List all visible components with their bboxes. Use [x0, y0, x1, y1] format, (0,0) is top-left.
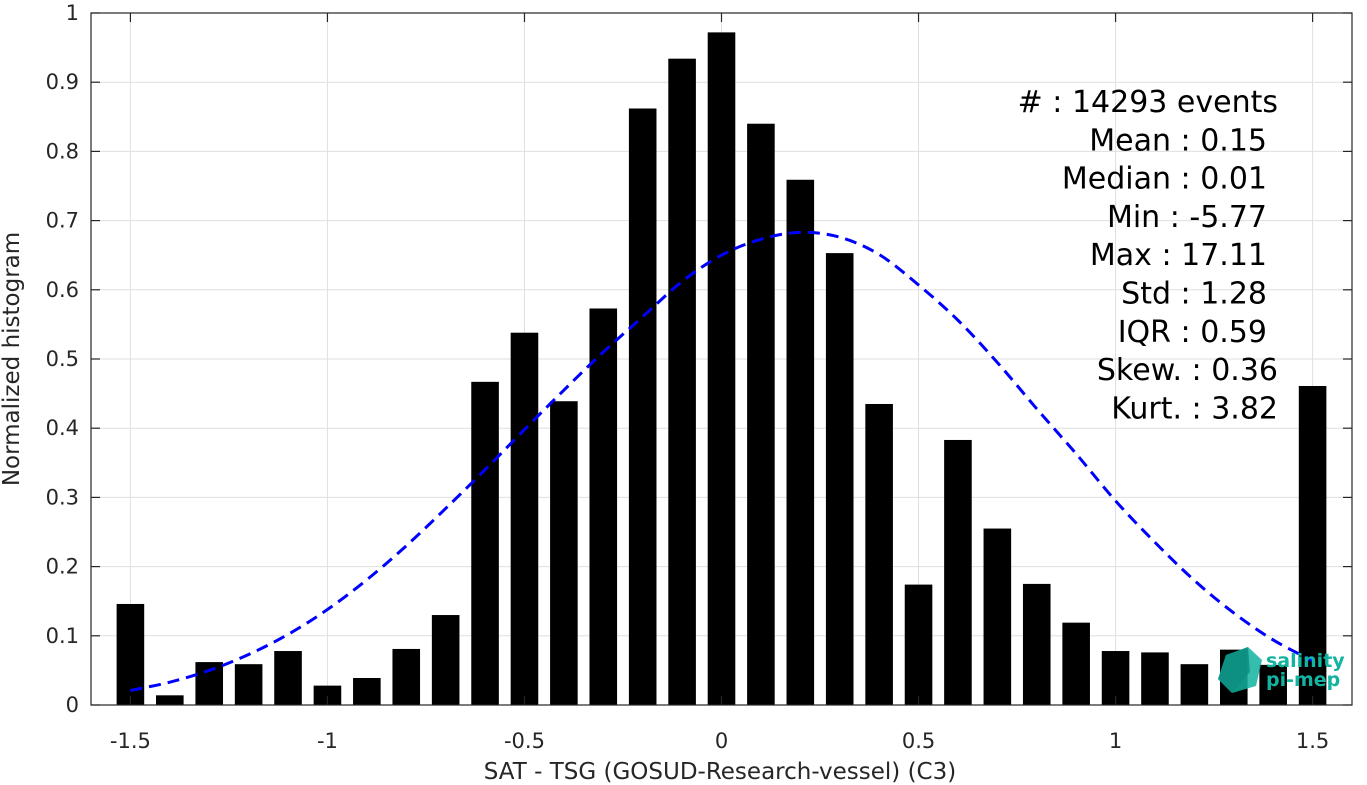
stats-line: Std : 1.28 — [1121, 277, 1267, 312]
stats-line: Mean : 0.15 — [1089, 123, 1267, 158]
histogram-bar — [668, 58, 696, 706]
histogram-bar — [156, 695, 184, 705]
x-tick-label: 1 — [1109, 729, 1122, 753]
bars — [116, 32, 1327, 706]
x-tick-label: 0.5 — [902, 729, 935, 753]
histogram-bar — [353, 678, 381, 705]
x-axis-label: SAT - TSG (GOSUD-Research-vessel) (C3) — [484, 759, 956, 785]
x-tick-label: -1.5 — [110, 729, 151, 753]
y-tick-label: 0.3 — [46, 485, 79, 509]
axis-ticks: -1.5 -1 -0.5 0 0.5 1 1.5 0 0.1 0.2 0.3 0.4 0.5 0.6 0.7… — [46, 1, 1352, 753]
y-tick-label: 0.5 — [46, 347, 79, 371]
salinity-pimep-logo: salinity pi-mep — [1218, 647, 1345, 693]
logo-text-pimep: pi-mep — [1266, 669, 1340, 691]
y-tick-label: 0.6 — [46, 278, 79, 302]
histogram-bar — [431, 615, 460, 705]
y-tick-label: 0.8 — [46, 139, 79, 163]
stats-line: IQR : 0.59 — [1118, 315, 1267, 350]
y-tick-label: 0.7 — [46, 209, 79, 233]
stats-line: Kurt. : 3.82 — [1111, 391, 1278, 426]
histogram-bar — [747, 123, 775, 706]
stats-line: Min : -5.77 — [1107, 200, 1267, 235]
histogram-bar — [392, 648, 421, 705]
histogram-bar — [1259, 664, 1287, 705]
histogram-bar — [707, 32, 736, 706]
y-tick-label: 0.1 — [46, 624, 79, 648]
y-tick-label: 0 — [66, 693, 79, 717]
normal-fit-curve — [130, 230, 1314, 692]
histogram-bar — [865, 403, 893, 705]
y-axis-label: Normalized histogram — [0, 232, 25, 486]
x-tick-label: 0 — [715, 729, 728, 753]
histogram-bar — [944, 439, 972, 705]
histogram-bar — [786, 179, 815, 706]
x-tick-label: -1 — [317, 729, 338, 753]
logo-text-salinity: salinity — [1266, 650, 1345, 672]
histogram-bar — [274, 651, 302, 705]
histogram-bar — [904, 584, 933, 705]
histogram-bar — [1022, 583, 1051, 705]
stats-line: Max : 17.11 — [1090, 238, 1267, 273]
stats-line: Skew. : 0.36 — [1097, 353, 1278, 388]
stats-line: Median : 0.01 — [1062, 162, 1267, 197]
histogram-bar — [550, 401, 578, 705]
histogram-bar — [1298, 385, 1327, 705]
y-tick-label: 1 — [66, 1, 79, 25]
histogram-bar — [471, 381, 499, 705]
stats-line: # : 14293 events — [1018, 85, 1278, 120]
y-tick-label: 0.9 — [46, 70, 79, 94]
x-tick-label: -0.5 — [504, 729, 545, 753]
logo-cube-shade — [1218, 647, 1250, 693]
histogram-bar — [510, 332, 539, 705]
histogram-bar — [628, 108, 657, 706]
y-tick-label: 0.4 — [46, 416, 79, 440]
histogram-bar — [983, 528, 1012, 705]
histogram-bar — [1141, 652, 1169, 705]
histogram-bar — [313, 685, 342, 705]
histogram-bar — [589, 308, 618, 705]
x-tick-label: 1.5 — [1296, 729, 1329, 753]
histogram-bar — [1062, 622, 1090, 705]
y-tick-label: 0.2 — [46, 555, 79, 579]
histogram-bar — [234, 664, 263, 705]
histogram-bar — [1180, 664, 1209, 705]
histogram-bar — [825, 253, 854, 705]
histogram-bar — [195, 662, 224, 705]
